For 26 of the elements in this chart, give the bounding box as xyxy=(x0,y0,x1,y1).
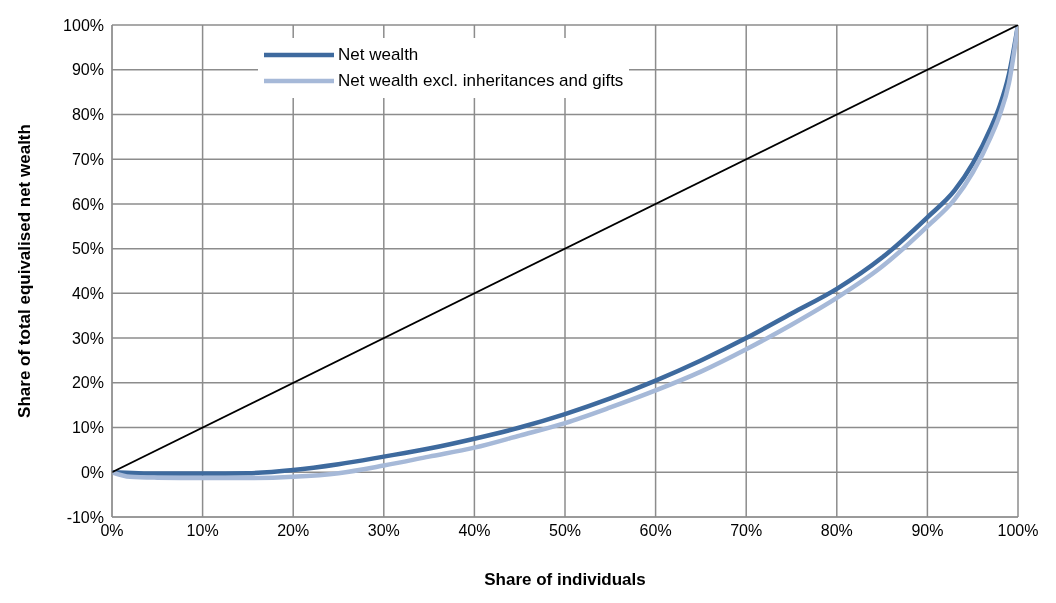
y-tick-label: 20% xyxy=(71,374,104,392)
x-tick-label: 10% xyxy=(186,522,219,540)
y-tick-label: 50% xyxy=(71,240,104,258)
legend-label: Net wealth xyxy=(338,45,419,65)
x-tick-label: 30% xyxy=(367,522,400,540)
x-tick-label: 60% xyxy=(639,522,672,540)
y-tick-label: 10% xyxy=(71,419,104,437)
legend-label: Net wealth excl. inheritances and gifts xyxy=(338,71,624,91)
x-tick-label: 50% xyxy=(548,522,582,540)
x-axis-title: Share of individuals xyxy=(484,570,646,589)
y-tick-label: 60% xyxy=(71,195,104,213)
x-tick-label: 70% xyxy=(730,522,763,540)
x-tick-label: 0% xyxy=(100,522,124,540)
y-tick-label: 40% xyxy=(71,285,104,303)
y-tick-label: 0% xyxy=(80,463,104,481)
y-axis-title: Share of total equivalised net wealth xyxy=(15,124,35,418)
x-tick-label: 20% xyxy=(277,522,310,540)
x-tick-label: 100% xyxy=(997,522,1039,540)
x-tick-label: 80% xyxy=(820,522,853,540)
y-tick-label: 30% xyxy=(71,329,104,347)
y-tick-label: 90% xyxy=(71,61,104,79)
x-tick-label: 90% xyxy=(911,522,944,540)
y-tick-label: 100% xyxy=(63,16,104,34)
y-tick-label: 70% xyxy=(71,150,104,168)
y-tick-label: 80% xyxy=(71,106,104,124)
x-tick-label: 40% xyxy=(458,522,491,540)
